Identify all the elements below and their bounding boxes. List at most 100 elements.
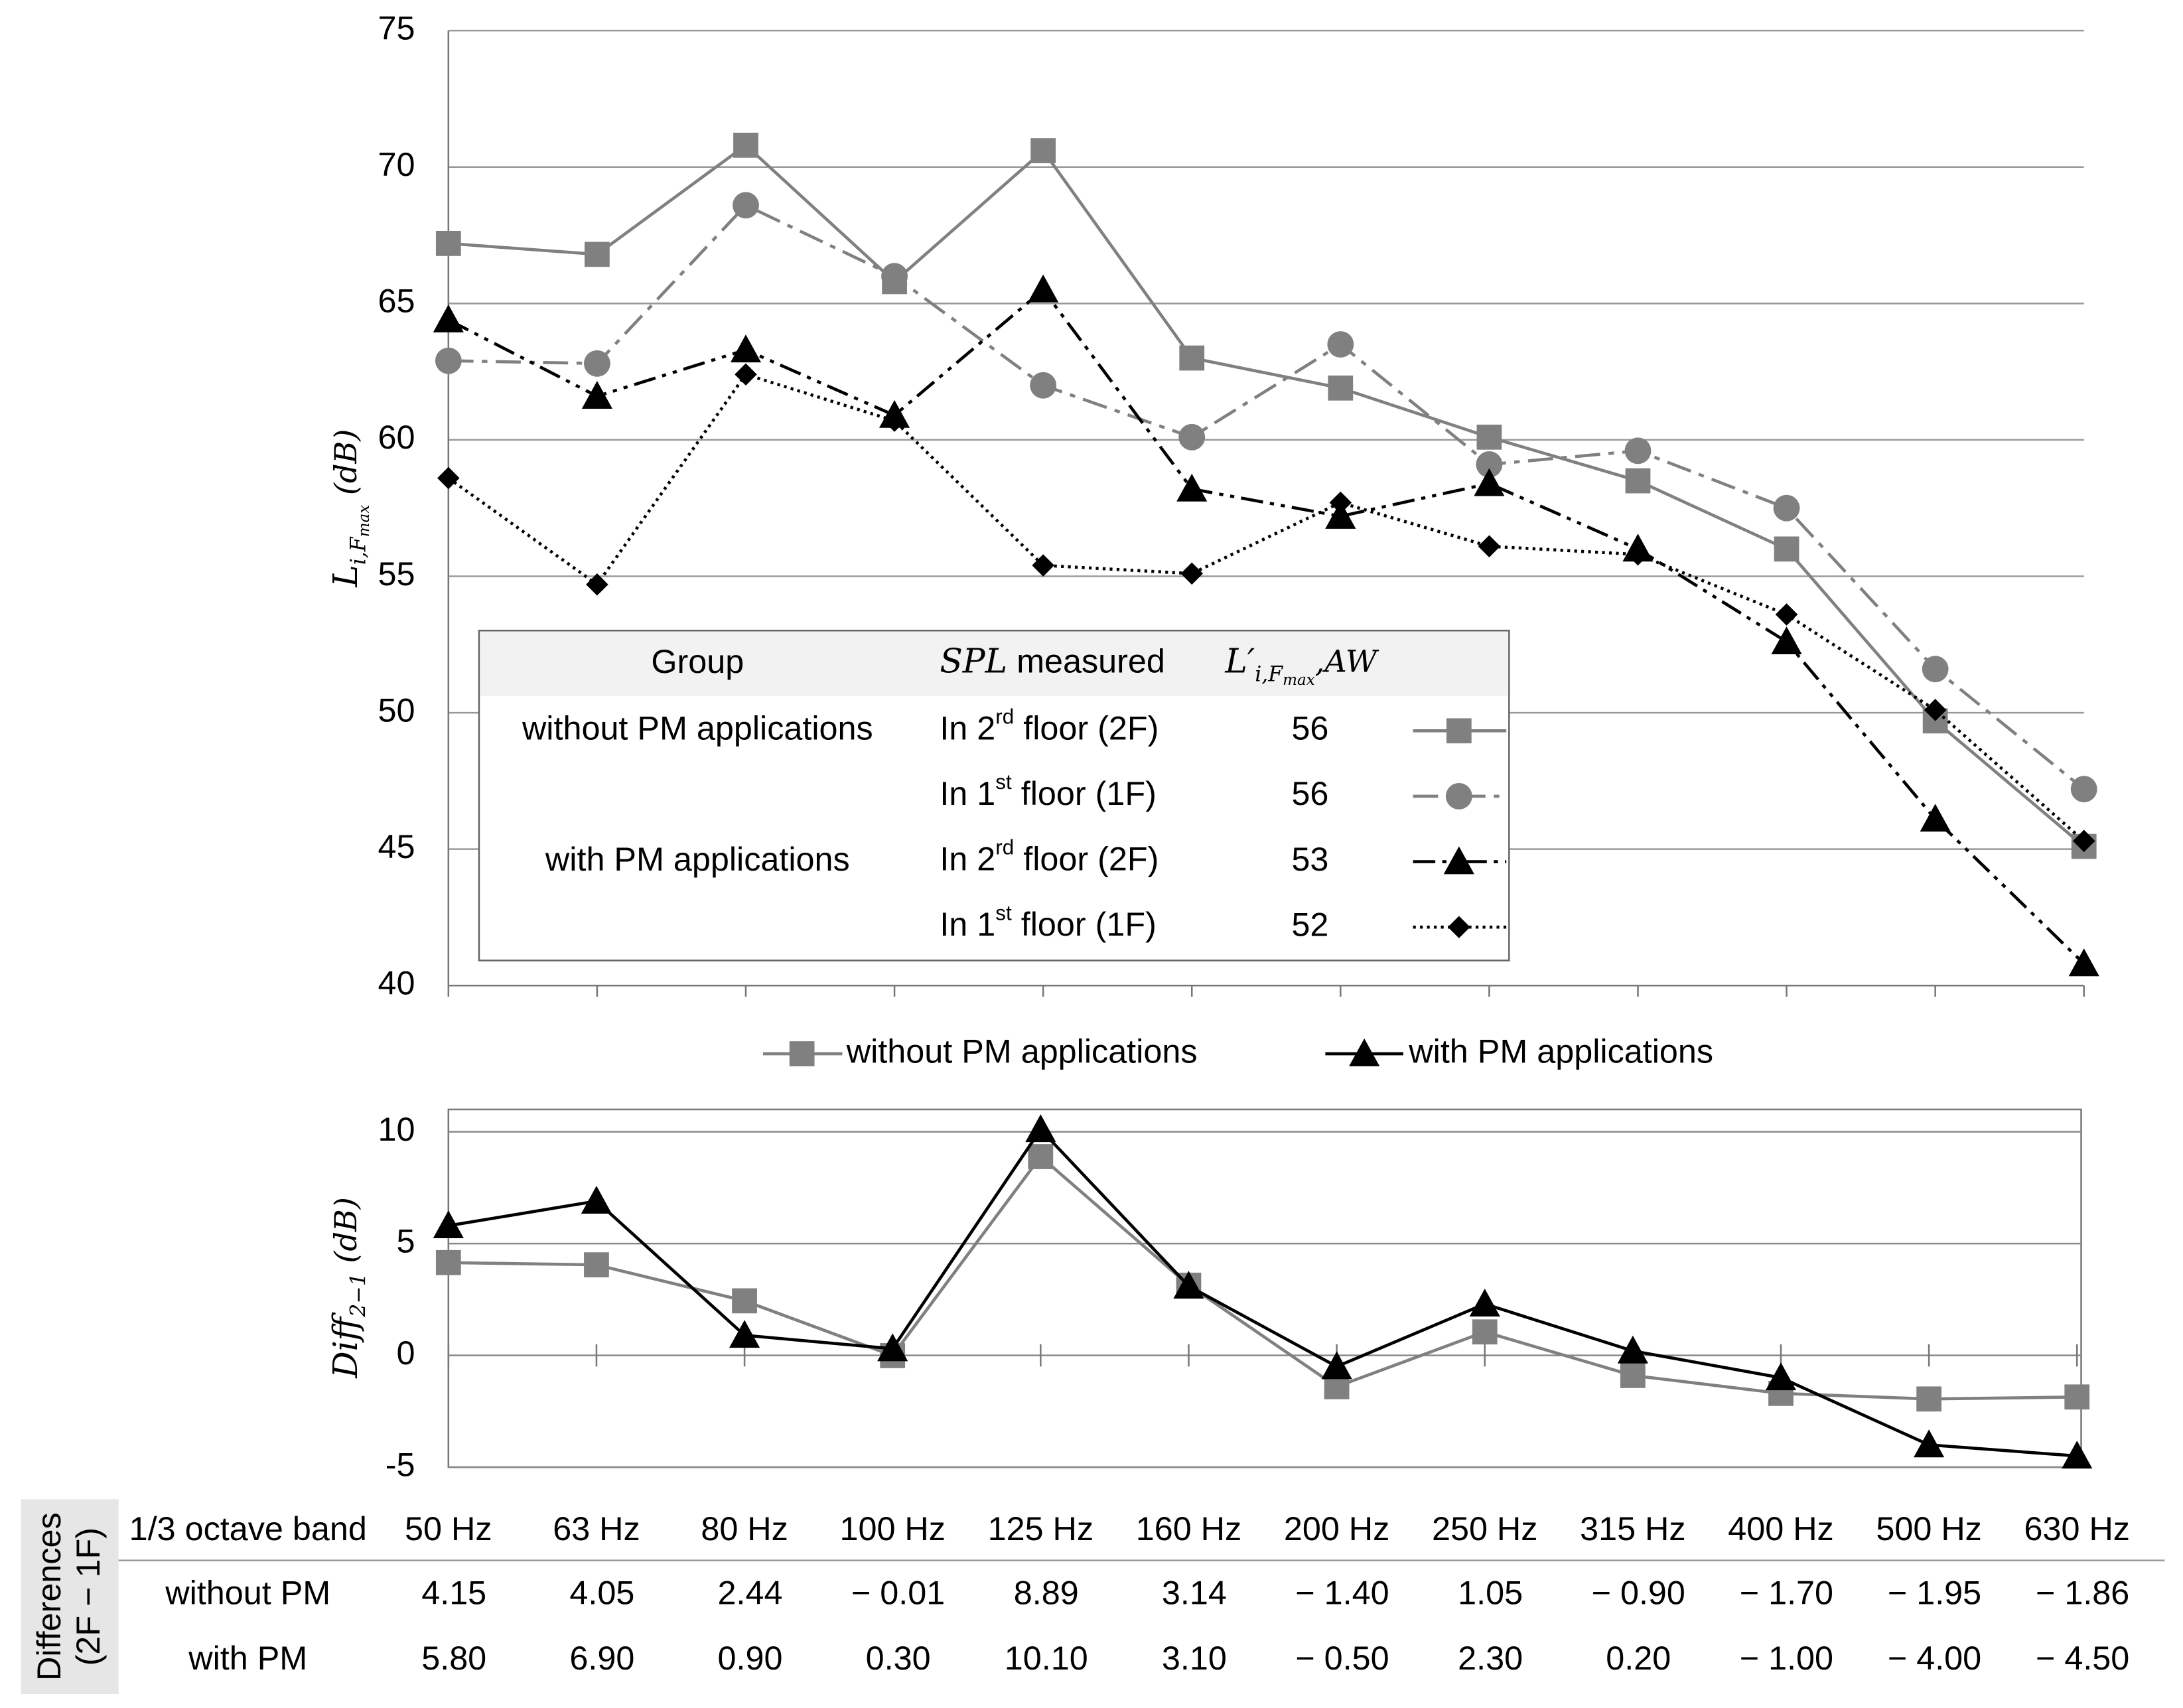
marker [1321, 1351, 1352, 1380]
marker [733, 132, 758, 158]
y-tick-label: 50 [378, 691, 415, 729]
side-label: (2F − 1F) [69, 1528, 107, 1666]
marker [1028, 274, 1059, 303]
marker [1173, 1271, 1204, 1299]
y-tick-label: 65 [378, 282, 415, 320]
marker [1472, 1319, 1498, 1345]
label-part: i,F [346, 536, 370, 565]
marker [1924, 699, 1947, 721]
marker [732, 1288, 757, 1314]
marker [733, 192, 759, 219]
label-part: max [356, 505, 373, 537]
row-label: with PM [188, 1639, 307, 1677]
table-value: 0.30 [866, 1639, 931, 1677]
label: Diff2−1 (dB) [326, 1197, 370, 1379]
table-value: − 1.95 [1888, 1573, 1981, 1611]
marker [1914, 1429, 1945, 1458]
marker [2064, 1384, 2090, 1410]
marker [1469, 1289, 1500, 1317]
marker [1920, 804, 1951, 832]
series-line [448, 203, 2085, 790]
label-part: ,AW [1315, 644, 1379, 679]
marker [435, 347, 462, 374]
side-label-bg [21, 1499, 119, 1695]
legend-group: with PM applications [545, 840, 850, 878]
label-part: floor (2F) [1014, 709, 1159, 747]
marker [1178, 423, 1206, 451]
marker [1774, 536, 1799, 562]
marker [1030, 138, 1056, 163]
table-value: − 1.70 [1740, 1573, 1833, 1611]
legend-rating: 56 [1291, 774, 1328, 812]
legend-label: without PM applications [846, 1032, 1198, 1070]
table-value: − 1.00 [1740, 1639, 1833, 1677]
marker [1025, 1114, 1056, 1143]
label-part: (dB) [328, 1197, 364, 1273]
marker [1446, 718, 1472, 744]
label-part: L [326, 565, 365, 587]
category-label: 400 Hz [1728, 1510, 1833, 1547]
marker [1773, 494, 1800, 522]
marker [730, 334, 762, 363]
label-part: rd [995, 836, 1014, 859]
legend-rating: 52 [1291, 905, 1328, 943]
table-value: 2.30 [1458, 1639, 1523, 1677]
y-tick-label: 75 [378, 9, 415, 46]
label: In 2rd floor (2F) [940, 705, 1159, 747]
marker [1327, 331, 1354, 358]
table-value: 3.10 [1162, 1639, 1227, 1677]
category-label: 63 Hz [553, 1510, 640, 1547]
legend-header: Group [651, 642, 744, 680]
y-tick-label: 5 [396, 1222, 415, 1259]
label-part: In 1 [940, 905, 995, 943]
marker [1176, 473, 1208, 502]
label-part: In 2 [940, 840, 995, 878]
table-value: − 1.40 [1295, 1573, 1389, 1611]
marker [1329, 491, 1352, 514]
marker [581, 1186, 612, 1214]
marker [1179, 345, 1205, 371]
marker [435, 230, 461, 256]
marker [1325, 500, 1356, 529]
legend-header-bg [480, 632, 1508, 696]
y-tick-label: 0 [396, 1334, 415, 1372]
marker [881, 263, 908, 290]
marker [1617, 1335, 1648, 1364]
marker [2068, 948, 2099, 977]
marker [1180, 562, 1204, 585]
marker [729, 1320, 760, 1348]
table-value: 6.90 [569, 1639, 634, 1677]
category-label: 160 Hz [1136, 1510, 1241, 1547]
marker [1030, 372, 1057, 399]
series-line [447, 372, 2085, 843]
marker [1624, 437, 1652, 464]
label-part: i,F [1255, 662, 1283, 686]
label: In 1st floor (1F) [940, 902, 1157, 944]
legend-rating: 53 [1291, 840, 1328, 878]
marker [1775, 603, 1798, 626]
legend-label: with PM applications [1408, 1032, 1713, 1070]
table-value: 4.15 [421, 1573, 486, 1611]
label-part: max [1283, 672, 1315, 689]
category-label: 315 Hz [1580, 1510, 1685, 1547]
series-line [447, 287, 2085, 965]
y-tick-label: 70 [378, 145, 415, 183]
category-label: 80 Hz [701, 1510, 788, 1547]
label-part: In 1 [940, 774, 995, 812]
marker [433, 1210, 464, 1239]
category-label: 200 Hz [1284, 1510, 1389, 1547]
table-value: − 4.50 [2036, 1639, 2129, 1677]
marker [1476, 424, 1502, 450]
marker [2062, 1441, 2093, 1469]
marker [1478, 535, 1501, 558]
label-part: Diff [326, 1312, 365, 1378]
table-value: 0.90 [717, 1639, 782, 1677]
marker [581, 381, 612, 409]
table-value: 1.05 [1458, 1573, 1523, 1611]
legend-header: SPL measured [940, 642, 1165, 681]
marker [1032, 554, 1054, 577]
table-value: 10.10 [1005, 1639, 1088, 1677]
marker [883, 409, 906, 432]
